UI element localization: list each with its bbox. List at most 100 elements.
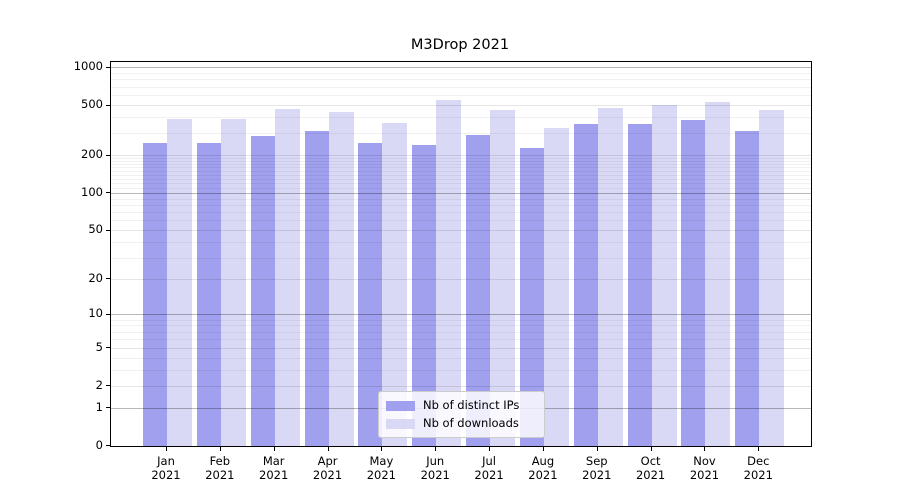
x-tick-mark [273, 447, 275, 451]
x-tick-label-jan: Jan 2021 [151, 454, 181, 482]
gridline-y-1000 [111, 67, 811, 69]
bar-ips-nov [681, 120, 706, 446]
gridline-y-140 [111, 174, 811, 176]
x-tick-label-may: May 2021 [366, 454, 397, 482]
y-tick-mark [106, 104, 110, 106]
bar-downloads-mar [274, 109, 300, 446]
gridline-y-2 [111, 385, 811, 387]
y-tick-mark [106, 229, 110, 231]
gridline-y-100 [111, 192, 811, 194]
x-tick-label-feb: Feb 2021 [205, 454, 235, 482]
bar-downloads-aug [543, 128, 569, 446]
x-tick-mark [219, 447, 221, 451]
x-tick-label-mar: Mar 2021 [259, 454, 289, 482]
x-tick-label-jun: Jun 2021 [420, 454, 450, 482]
gridline-y-10 [111, 314, 811, 316]
y-tick-mark [106, 445, 110, 447]
y-tick-label-1000: 1000 [73, 59, 103, 74]
y-tick-mark [106, 278, 110, 280]
bar-downloads-apr [328, 111, 354, 446]
gridline-y-130 [111, 178, 811, 180]
y-tick-label-50: 50 [88, 222, 103, 237]
bar-ips-mar [250, 135, 275, 446]
x-tick-mark [327, 447, 329, 451]
gridline-y-120 [111, 182, 811, 184]
x-tick-label-apr: Apr 2021 [312, 454, 343, 482]
gridline-y-400 [111, 117, 811, 119]
legend-item-distinct-ips: Nb of distinct IPs [386, 399, 544, 412]
x-tick-mark [381, 447, 383, 451]
gridline-y-8 [111, 325, 811, 327]
x-tick-mark [542, 447, 544, 451]
gridline-y-200 [111, 155, 811, 157]
x-tick-label-dec: Dec 2021 [743, 454, 773, 482]
y-tick-label-5: 5 [95, 339, 103, 354]
gridline-y-110 [111, 187, 811, 189]
y-tick-label-10: 10 [88, 306, 103, 321]
x-tick-label-jul: Jul 2021 [474, 454, 504, 482]
y-tick-mark [106, 407, 110, 409]
bar-downloads-oct [651, 105, 677, 446]
x-tick-label-oct: Oct 2021 [635, 454, 666, 482]
x-tick-mark [166, 447, 167, 451]
y-tick-mark [106, 66, 110, 68]
y-tick-label-500: 500 [81, 97, 103, 112]
gridline-y-4 [111, 357, 811, 359]
y-tick-mark [106, 192, 110, 194]
gridline-y-80 [111, 204, 811, 206]
gridline-y-3 [111, 369, 811, 371]
bar-ips-apr [304, 130, 329, 446]
bar-ips-jan [143, 143, 167, 446]
gridline-y-160 [111, 167, 811, 169]
x-tick-label-sep: Sep 2021 [582, 454, 612, 482]
gridline-y-9 [111, 319, 811, 321]
gridline-y-40 [111, 242, 811, 244]
gridline-y-30 [111, 257, 811, 259]
gridline-y-150 [111, 170, 811, 172]
legend-label-downloads: Nb of downloads [423, 416, 519, 430]
gridline-y-800 [111, 79, 811, 81]
x-tick-mark [489, 447, 491, 451]
gridline-y-70 [111, 212, 811, 214]
x-tick-mark [650, 447, 652, 451]
bar-downloads-jan [167, 119, 192, 446]
gridline-y-300 [111, 133, 811, 134]
bar-downloads-dec [759, 110, 785, 446]
x-tick-mark [596, 447, 598, 451]
x-tick-label-aug: Aug 2021 [528, 454, 558, 482]
y-tick-label-200: 200 [81, 147, 103, 162]
y-tick-mark [106, 154, 110, 156]
gridline-y-190 [111, 157, 811, 159]
x-tick-mark [758, 447, 760, 451]
gridline-y-90 [111, 198, 811, 200]
y-tick-label-20: 20 [88, 270, 103, 285]
bar-downloads-sep [597, 108, 623, 446]
y-tick-label-100: 100 [81, 184, 103, 199]
gridline-y-20 [111, 278, 811, 280]
bar-downloads-jul [490, 110, 516, 446]
legend-item-downloads: Nb of downloads [386, 417, 544, 430]
legend-swatch-distinct-ips [386, 400, 415, 411]
y-tick-label-2: 2 [95, 377, 103, 392]
legend: Nb of distinct IPs Nb of downloads [378, 391, 545, 438]
y-tick-mark [106, 313, 110, 315]
gridline-y-170 [111, 163, 811, 165]
bar-downloads-nov [705, 102, 731, 446]
bar-ips-feb [196, 142, 221, 446]
gridline-y-600 [111, 95, 811, 97]
x-tick-label-nov: Nov 2021 [689, 454, 720, 482]
legend-swatch-downloads [386, 418, 415, 429]
gridline-y-60 [111, 220, 811, 222]
chart-title: M3Drop 2021 [410, 37, 510, 53]
y-tick-mark [106, 385, 110, 386]
bar-ips-dec [735, 130, 760, 446]
y-tick-label-0: 0 [95, 437, 103, 452]
gridline-y-700 [111, 86, 811, 88]
bar-ips-sep [573, 124, 598, 446]
gridline-y-180 [111, 160, 811, 162]
x-tick-mark [704, 447, 706, 451]
gridline-y-7 [111, 331, 811, 333]
y-tick-mark [106, 347, 110, 349]
gridline-y-900 [111, 72, 811, 74]
